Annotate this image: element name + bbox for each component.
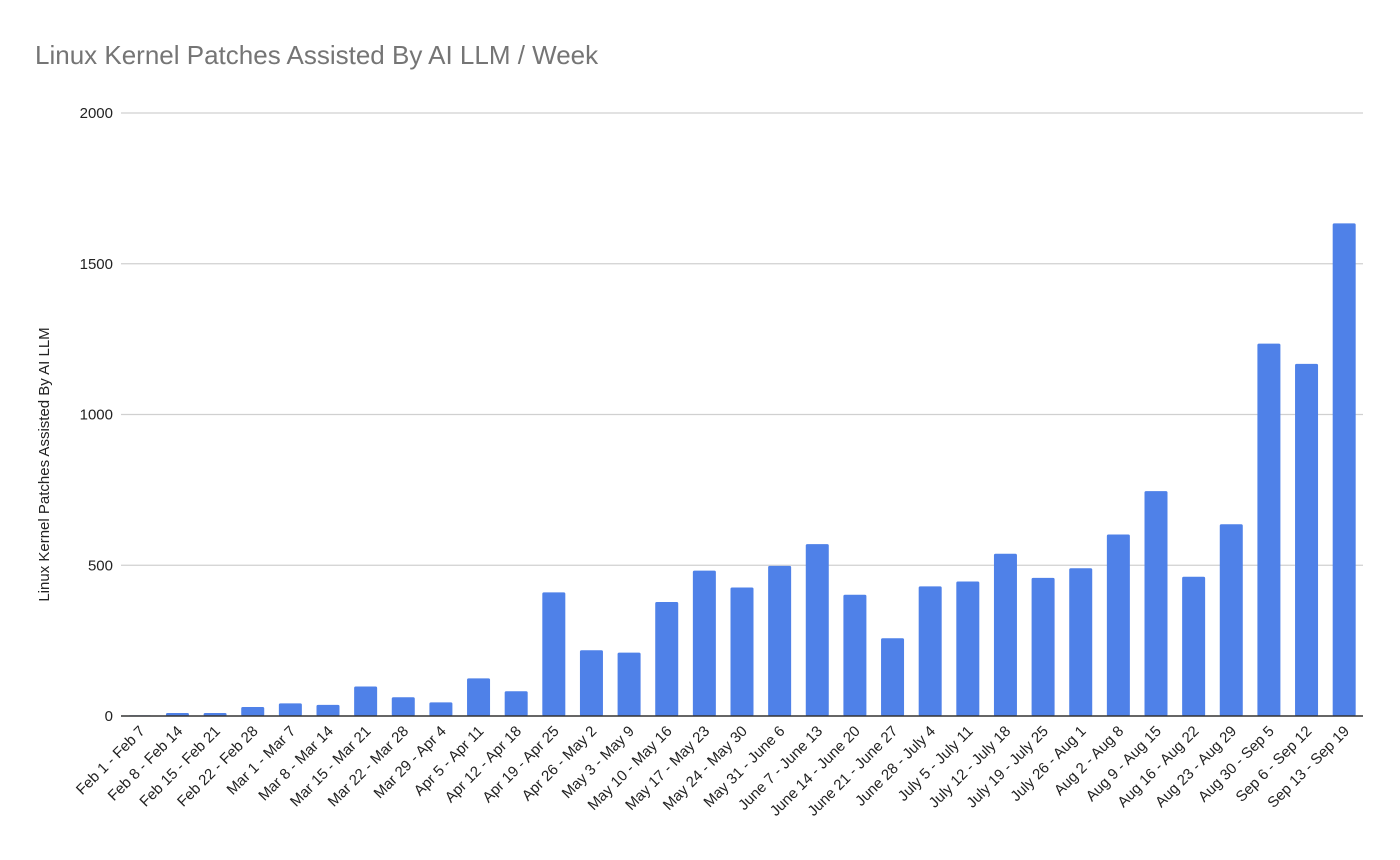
bar [805, 544, 829, 716]
bar [504, 691, 528, 716]
y-axis-title: Linux Kernel Patches Assisted By AI LLM [36, 327, 53, 601]
bar [241, 706, 265, 716]
bar [1219, 524, 1243, 716]
bar [1295, 363, 1319, 716]
bar [391, 697, 415, 716]
bar [316, 704, 340, 716]
bar [1031, 577, 1055, 716]
bar [1332, 223, 1356, 716]
y-tick-label: 0 [105, 708, 113, 725]
bar [956, 581, 980, 716]
y-tick-label: 1000 [80, 407, 113, 424]
bar [429, 702, 453, 716]
bar [1069, 568, 1093, 716]
y-tick-label: 1500 [80, 256, 113, 273]
bar [881, 638, 905, 716]
bar [1182, 576, 1206, 716]
bar [692, 570, 716, 716]
y-tick-label: 2000 [80, 105, 113, 122]
bar [843, 594, 867, 716]
bar [278, 703, 302, 716]
bar [542, 592, 566, 716]
chart-title: Linux Kernel Patches Assisted By AI LLM … [35, 40, 599, 70]
bar [354, 686, 378, 716]
bar [918, 586, 942, 716]
bar [768, 565, 792, 716]
bar [1106, 534, 1130, 716]
bar [467, 678, 491, 716]
bars [128, 223, 1356, 716]
bar [993, 553, 1017, 716]
bar [1144, 491, 1168, 716]
bar [730, 587, 754, 716]
bar [617, 652, 641, 716]
bar [579, 650, 603, 716]
y-axis-ticks: 0 500 1000 1500 2000 [80, 105, 113, 725]
y-tick-label: 500 [88, 557, 113, 574]
gridlines [121, 112, 1363, 566]
bar [655, 602, 679, 716]
bar [1257, 343, 1281, 716]
